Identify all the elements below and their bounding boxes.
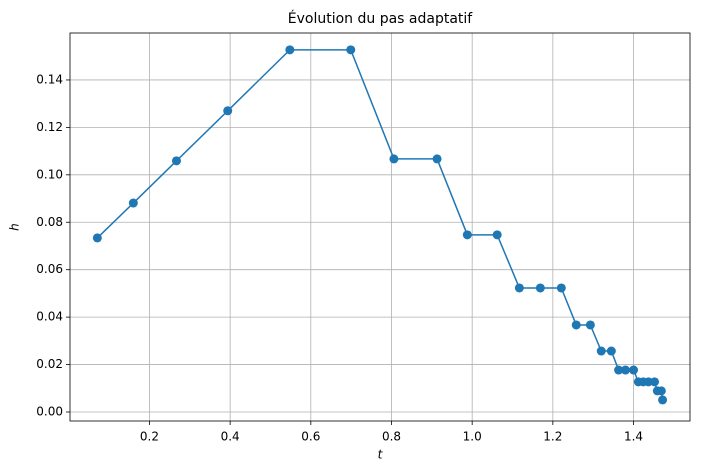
chart-title: Évolution du pas adaptatif <box>288 10 474 27</box>
data-point <box>571 320 581 330</box>
x-tick-label: 0.4 <box>221 430 240 444</box>
data-point <box>614 365 624 375</box>
data-point <box>285 45 295 55</box>
data-point <box>556 283 566 293</box>
data-point <box>620 365 630 375</box>
data-point <box>462 230 472 240</box>
y-tick-label: 0.12 <box>36 120 63 134</box>
y-tick-label: 0.02 <box>36 357 63 371</box>
data-point <box>346 45 356 55</box>
y-axis-label: h <box>8 223 22 231</box>
data-point <box>606 346 616 356</box>
x-tick-label: 1.4 <box>624 430 643 444</box>
data-point <box>535 283 545 293</box>
x-tick-label: 0.8 <box>382 430 401 444</box>
data-point <box>658 395 668 405</box>
data-point <box>596 346 606 356</box>
y-tick-label: 0.10 <box>36 167 63 181</box>
data-line <box>96 49 664 400</box>
x-tick-label: 1.2 <box>543 430 562 444</box>
data-point <box>656 386 666 396</box>
data-point <box>92 233 102 243</box>
y-tick-label: 0.08 <box>36 215 63 229</box>
data-point <box>514 283 524 293</box>
data-point <box>223 106 233 116</box>
data-point <box>585 320 595 330</box>
x-tick-label: 0.6 <box>301 430 320 444</box>
data-point <box>492 230 502 240</box>
x-tick-label: 0.2 <box>140 430 159 444</box>
data-point <box>629 365 639 375</box>
x-tick-label: 1.0 <box>463 430 482 444</box>
y-tick-label: 0.06 <box>36 262 63 276</box>
y-tick-label: 0.04 <box>36 310 63 324</box>
plot-frame <box>69 32 691 422</box>
data-point <box>432 154 442 164</box>
data-point <box>650 377 660 387</box>
x-axis-label: t <box>378 448 384 462</box>
y-tick-label: 0.00 <box>36 404 63 418</box>
data-point <box>389 154 399 164</box>
y-tick-label: 0.14 <box>36 72 63 86</box>
data-point <box>128 198 138 208</box>
data-point <box>171 156 181 166</box>
